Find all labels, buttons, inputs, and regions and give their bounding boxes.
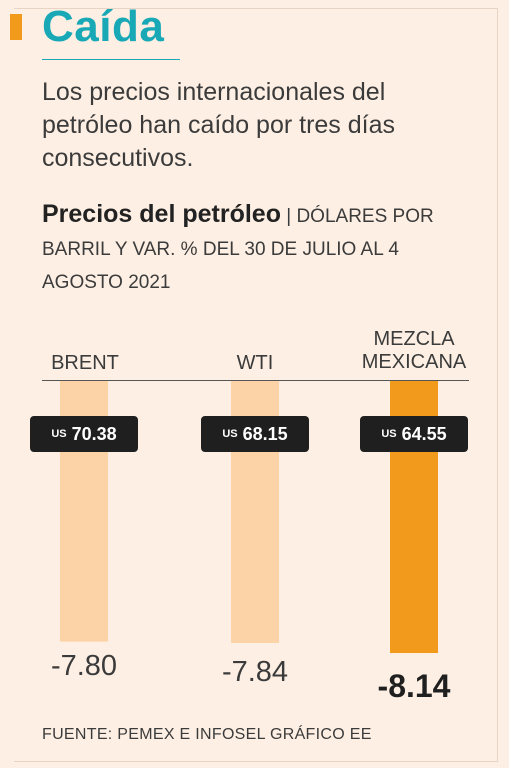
- category-label-wti: WTI: [236, 352, 274, 374]
- section-tag: [10, 14, 22, 40]
- pct-label-wti: -7.84: [221, 656, 289, 688]
- price-value-mezcla: 64.55: [401, 423, 447, 444]
- price-pill-mezcla: US 64.55: [360, 416, 468, 452]
- price-value-wti: 68.15: [242, 423, 288, 444]
- graphic-frame: [14, 8, 498, 762]
- source-note: FUENTE: PEMEX E INFOSEL GRÁFICO EE: [42, 726, 372, 743]
- title-underline: [42, 59, 180, 60]
- price-value-brent: 70.38: [71, 423, 117, 444]
- chart-title: Precios del petróleo: [42, 200, 281, 228]
- currency-label: US: [381, 428, 397, 440]
- lede-text: Los precios internacionales del petróleo…: [42, 78, 396, 172]
- price-pill-brent: US 70.38: [30, 416, 138, 452]
- chart-subtitle: | DÓLARES POR BARRIL Y VAR. % DEL 30 DE …: [42, 206, 434, 293]
- category-label-mezcla: MEZCLA MEXICANA: [361, 328, 467, 373]
- price-pill-wti: US 68.15: [201, 416, 309, 452]
- pct-label-brent: -7.80: [50, 650, 118, 682]
- chart-heading: Precios del petróleo | DÓLARES POR BARRI…: [42, 198, 482, 299]
- page-title: Caída: [42, 2, 165, 51]
- pct-label-mezcla: -8.14: [377, 668, 451, 704]
- header-rule: [42, 380, 469, 381]
- category-label-brent: BRENT: [51, 352, 119, 374]
- currency-label: US: [51, 428, 67, 440]
- currency-label: US: [222, 428, 238, 440]
